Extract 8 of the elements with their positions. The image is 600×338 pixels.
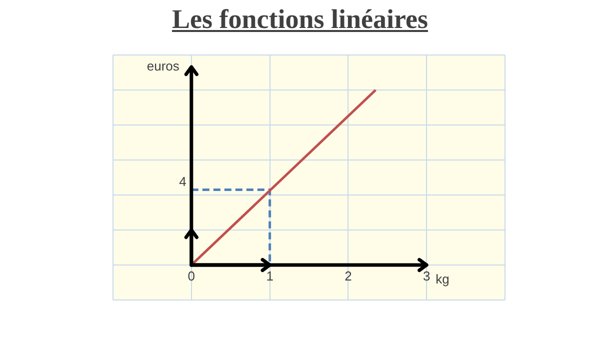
x-axis-title: kg: [436, 272, 450, 287]
x-tick-label: 3: [422, 268, 430, 284]
chart-title: Les fonctions linéaires: [171, 4, 429, 35]
x-tick-label: 2: [344, 268, 352, 284]
annotation: 4: [179, 174, 186, 189]
x-tick-label: 1: [266, 268, 274, 284]
y-axis-title: euros: [146, 58, 180, 74]
x-tick-label: 0: [188, 268, 196, 284]
